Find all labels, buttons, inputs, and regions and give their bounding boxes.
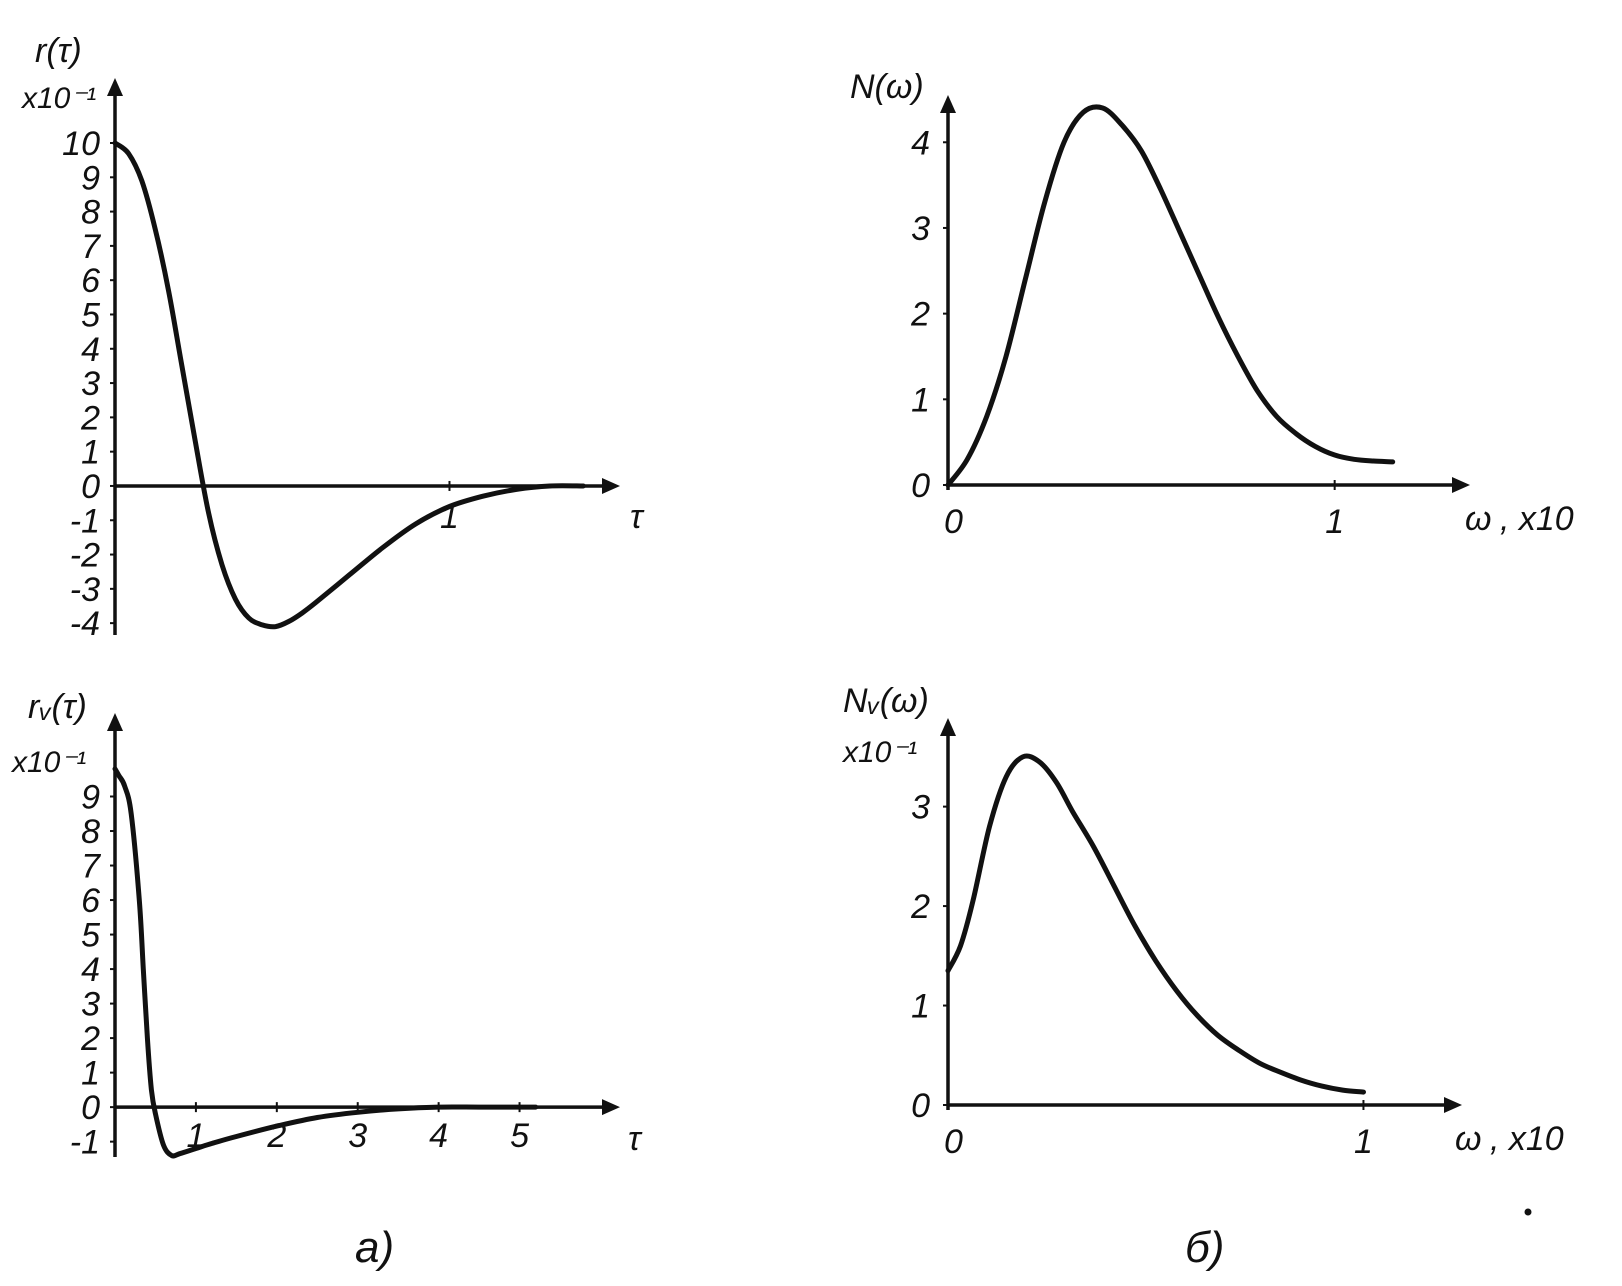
Nv-x-tick-label: 0 [944, 1123, 963, 1161]
rv-y-tick-label: 5 [81, 917, 100, 955]
Nv-y-axis-label: Nᵥ(ω) [843, 682, 929, 720]
N-x-tick-label: 1 [1325, 503, 1344, 541]
r-y-axis-label: r(τ) [35, 32, 82, 70]
N-y-tick-label: 0 [911, 467, 930, 505]
N-y-arrowhead [940, 95, 956, 113]
chart-Nv-omega: Nᵥ(ω) x10⁻¹ ω , x10 0 1 2 3 0 1 [841, 682, 1564, 1161]
r-y-tick-label: 4 [81, 331, 100, 369]
r-y-tick-label: 7 [81, 228, 101, 266]
Nv-y-arrowhead [940, 718, 956, 736]
Nv-axes [940, 718, 1462, 1113]
r-y-multiplier: x10⁻¹ [20, 82, 96, 115]
r-y-tick-label: 6 [81, 262, 100, 300]
stray-dot [1524, 1208, 1532, 1216]
r-y-tick-label: 3 [81, 365, 100, 403]
panel-label-b: б) [1185, 1223, 1224, 1272]
N-x-axis-label: ω [1465, 500, 1491, 538]
rv-y-tick-label: 6 [81, 882, 100, 920]
Nv-x-arrowhead [1444, 1097, 1462, 1113]
r-x-arrowhead [602, 477, 620, 494]
r-y-tick-label: -2 [70, 537, 100, 575]
r-y-arrowhead [107, 78, 123, 96]
rv-y-multiplier: x10⁻¹ [10, 746, 86, 779]
r-y-tick-label: -3 [70, 571, 100, 609]
N-y-tick-label: 2 [910, 296, 930, 334]
r-series-line [112, 140, 586, 630]
rv-axes [107, 713, 620, 1157]
Nv-y-tick-label: 3 [911, 789, 930, 827]
r-y-tick-label: 0 [81, 468, 100, 506]
rv-x-tick-label: 4 [429, 1117, 448, 1155]
rv-series-line [112, 766, 539, 1159]
N-y-axis-label: N(ω) [850, 68, 924, 106]
rv-y-tick-label: 2 [80, 1020, 100, 1058]
N-axes [940, 95, 1470, 493]
Nv-series-line [945, 753, 1366, 1095]
r-x-axis-label: τ [630, 498, 645, 536]
r-y-tick-label: 9 [81, 159, 100, 197]
Nv-y-tick-label: 2 [910, 888, 930, 926]
Nv-y-multiplier: x10⁻¹ [841, 736, 917, 769]
rv-y-tick-label: 7 [81, 848, 101, 886]
panel-label-a: а) [355, 1223, 394, 1272]
rv-y-arrowhead [107, 713, 123, 731]
rv-x-tick-label: 5 [510, 1117, 529, 1155]
r-y-tick-label: 8 [81, 194, 100, 232]
N-y-tick-label: 4 [911, 124, 930, 162]
Nv-x-multiplier: , x10 [1490, 1120, 1564, 1158]
r-y-tick-label: -4 [70, 605, 100, 643]
rv-x-arrowhead [602, 1099, 620, 1116]
Nv-y-tick-label: 1 [911, 988, 930, 1026]
r-y-tick-label: 2 [80, 399, 100, 437]
N-x-multiplier: , x10 [1500, 500, 1574, 538]
N-y-tick-label: 3 [911, 210, 930, 248]
rv-y-tick-label: 8 [81, 813, 100, 851]
N-x-tick-label: 0 [944, 503, 963, 541]
r-y-tick-label: -1 [70, 502, 100, 540]
r-y-tick-label: 1 [81, 434, 100, 472]
Nv-tick-labels: 0 1 2 3 0 1 [910, 789, 1373, 1161]
r-axes [107, 78, 620, 635]
Nv-x-tick-label: 1 [1354, 1123, 1373, 1161]
r-y-tick-label: 10 [62, 125, 100, 163]
Nv-y-tick-label: 0 [911, 1087, 930, 1125]
chart-N-omega: N(ω) ω , x10 0 1 2 3 4 0 1 [850, 68, 1574, 541]
rv-y-tick-label: 1 [81, 1055, 100, 1093]
N-y-tick-label: 1 [911, 381, 930, 419]
rv-x-axis-label: τ [628, 1120, 643, 1158]
r-y-tick-label: 5 [81, 296, 100, 334]
N-x-arrowhead [1452, 477, 1470, 493]
rv-y-tick-label: 4 [81, 951, 100, 989]
rv-y-tick-label: 9 [81, 779, 100, 817]
rv-y-tick-label: 3 [81, 986, 100, 1024]
N-series-line [945, 104, 1396, 488]
rv-x-tick-label: 3 [348, 1117, 367, 1155]
rv-y-tick-label: -1 [70, 1124, 100, 1162]
rv-y-axis-label: rᵥ(τ) [28, 688, 87, 726]
N-tick-labels: 0 1 2 3 4 0 1 [910, 124, 1344, 541]
Nv-x-axis-label: ω [1455, 1120, 1481, 1158]
rv-y-tick-label: 0 [81, 1089, 100, 1127]
